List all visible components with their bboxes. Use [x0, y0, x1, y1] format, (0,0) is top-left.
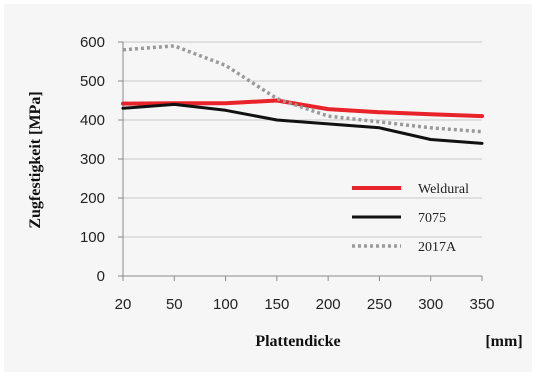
x-tick-label: 200 — [316, 296, 341, 313]
x-axis-title: Plattendicke — [255, 333, 340, 350]
series-line-7075 — [121, 102, 484, 145]
legend-label-weldural: Weldural — [418, 182, 469, 197]
chart-panel — [4, 4, 532, 372]
x-tick-label: 20 — [115, 296, 132, 313]
y-tick-label: 200 — [80, 190, 105, 207]
series-lines — [121, 44, 484, 145]
x-tick-label: 50 — [166, 296, 183, 313]
series-line-2017a — [122, 44, 483, 134]
series-line-weldural — [121, 98, 484, 119]
y-tick-label: 400 — [80, 112, 105, 129]
y-tick-label: 0 — [97, 268, 105, 285]
x-tick-labels: 20 50 100 150 200 250 300 350 — [115, 296, 495, 313]
x-tick-label: 250 — [367, 296, 392, 313]
x-tick-label: 300 — [418, 296, 443, 313]
legend-label-2017a: 2017A — [418, 240, 457, 255]
x-tick-label: 350 — [469, 296, 494, 313]
y-tick-label: 500 — [80, 73, 105, 90]
gridlines — [123, 41, 482, 238]
x-tick-label: 100 — [213, 296, 238, 313]
y-tick-label: 300 — [80, 151, 105, 168]
y-axis-title: Zugfestigkeit [MPa] — [27, 91, 44, 228]
axes — [118, 41, 483, 281]
x-tick-label: 150 — [264, 296, 289, 313]
legend-label-7075: 7075 — [418, 211, 446, 226]
y-tick-labels: 0 100 200 300 400 500 600 — [80, 34, 105, 285]
y-tick-label: 100 — [80, 229, 105, 246]
legend: Weldural 7075 2017A — [352, 182, 469, 255]
y-tick-label: 600 — [80, 34, 105, 51]
x-axis-unit: [mm] — [485, 333, 522, 350]
